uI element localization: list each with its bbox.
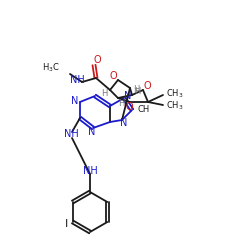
Text: O: O (93, 55, 101, 65)
Text: O: O (109, 71, 117, 81)
Text: H: H (118, 100, 124, 108)
Text: NH: NH (70, 75, 84, 85)
Text: N: N (124, 91, 132, 101)
Text: CH$_3$: CH$_3$ (166, 88, 184, 100)
Text: N: N (120, 118, 128, 128)
Text: N: N (88, 127, 96, 137)
Text: H: H (134, 86, 140, 96)
Text: I: I (64, 219, 68, 229)
Text: O: O (125, 102, 133, 112)
Text: H: H (101, 88, 107, 98)
Text: N: N (71, 96, 79, 106)
Text: O: O (143, 81, 151, 91)
Text: CH: CH (138, 104, 150, 114)
Text: CH$_3$: CH$_3$ (166, 100, 184, 112)
Text: H$_3$C: H$_3$C (42, 62, 60, 74)
Text: H: H (133, 86, 139, 94)
Text: NH: NH (82, 166, 98, 176)
Text: NH: NH (64, 129, 78, 139)
